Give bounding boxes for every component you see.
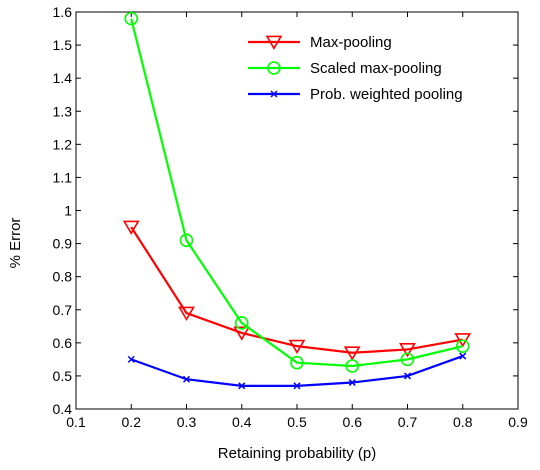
data-point-scaled-max-pooling: [179, 233, 194, 248]
y-tick-label: 1.1: [53, 169, 73, 185]
data-point-max-pooling: [288, 339, 306, 355]
data-point-max-pooling: [343, 346, 361, 361]
y-tick-label: 1.2: [53, 136, 73, 152]
data-point-max-pooling: [454, 333, 472, 348]
y-tick-label: 0.6: [53, 335, 73, 351]
data-point-scaled-max-pooling: [455, 339, 470, 353]
data-point-prob-weighted-pooling: [182, 375, 191, 383]
x-tick-label: 0.4: [232, 414, 252, 430]
data-point-prob-weighted-pooling: [238, 382, 246, 390]
y-tick-label: 0.8: [53, 269, 73, 285]
x-tick-label: 0.5: [287, 414, 307, 430]
x-axis-label: Retaining probability (p): [218, 445, 376, 462]
y-axis-label: % Error: [7, 218, 24, 269]
y-tick-label: 0.9: [53, 236, 73, 252]
x-tick-label: 0.2: [122, 414, 142, 430]
x-tick-label: 0.8: [453, 414, 473, 430]
y-tick-label: 0.7: [53, 302, 73, 318]
y-tick-label: 1.4: [53, 70, 73, 86]
x-tick-label: 0.6: [343, 414, 363, 430]
data-point-prob-weighted-pooling: [348, 379, 356, 387]
data-point-max-pooling: [233, 326, 251, 341]
legend-marker-scaled-max-pooling: [267, 61, 281, 75]
data-point-scaled-max-pooling: [345, 359, 360, 373]
y-tick-label: 1.3: [53, 103, 73, 119]
x-tick-label: 0.9: [508, 414, 528, 430]
data-point-scaled-max-pooling: [234, 316, 249, 330]
series-line-scaled-max-pooling: [130, 18, 464, 368]
data-point-prob-weighted-pooling: [459, 352, 467, 360]
legend-label-prob-weighted-pooling: Prob. weighted pooling: [310, 86, 463, 103]
data-point-max-pooling: [178, 306, 195, 321]
data-point-max-pooling: [122, 220, 140, 235]
data-point-scaled-max-pooling: [400, 352, 415, 367]
legend-label-scaled-max-pooling: Scaled max-pooling: [310, 60, 442, 77]
x-tick-label: 0.7: [398, 414, 418, 430]
y-tick-label: 1.5: [53, 37, 73, 53]
series-line-max-pooling: [130, 226, 463, 354]
y-tick-label: 1: [64, 203, 72, 219]
x-tick-label: 0.1: [66, 414, 86, 430]
data-point-prob-weighted-pooling: [127, 355, 135, 363]
legend-label-max-pooling: Max-pooling: [310, 34, 392, 51]
x-tick-label: 0.3: [177, 414, 197, 430]
y-tick-label: 0.4: [53, 401, 73, 417]
data-point-scaled-max-pooling: [124, 11, 139, 26]
y-tick-label: 0.5: [53, 368, 73, 384]
y-tick-label: 1.6: [53, 4, 73, 20]
data-point-prob-weighted-pooling: [293, 382, 301, 390]
legend-marker-prob-weighted-pooling: [270, 90, 278, 98]
legend-marker-max-pooling: [265, 35, 283, 50]
data-point-scaled-max-pooling: [290, 355, 304, 370]
plot-area: 0.1 0.2 0.3 0.4 0.5 0.6 0.7 0.8 0.9 0.4 0.5 0.6 0.7 0…: [53, 4, 528, 430]
data-point-prob-weighted-pooling: [403, 372, 412, 380]
data-point-max-pooling: [399, 343, 416, 358]
